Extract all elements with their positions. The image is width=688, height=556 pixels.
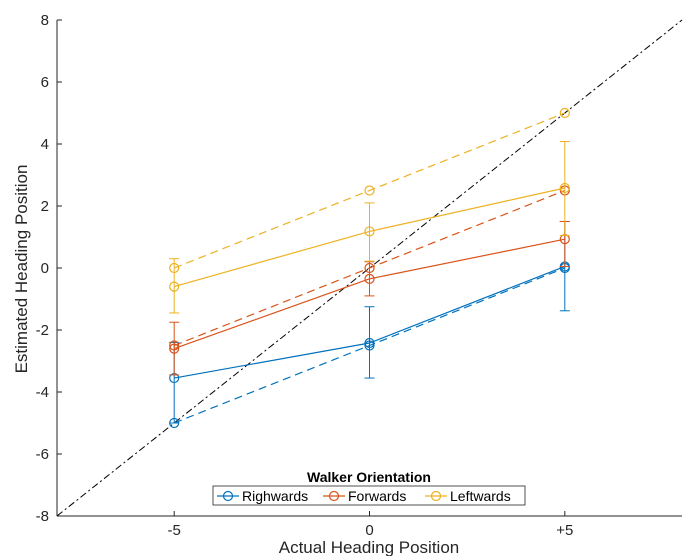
legend: Walker Orientation Righwards Forwards Left…: [212, 469, 526, 506]
legend-label-forwards: Forwards: [348, 488, 406, 504]
legend-items: Righwards Forwards Leftwards: [217, 488, 511, 504]
identity-reference-line: [56, 19, 683, 517]
legend-title: Walker Orientation: [307, 469, 431, 485]
x-tick-label: 0: [365, 522, 373, 539]
estimated-marker-leftwards: [364, 226, 375, 237]
legend-marker-righwards: [222, 490, 234, 502]
x-tick-label: -5: [168, 522, 181, 539]
x-axis-label: Actual Heading Position: [279, 538, 460, 556]
y-tick-label: -6: [36, 446, 49, 463]
x-tick-label: +5: [556, 522, 573, 539]
expected-marker-leftwards: [364, 185, 375, 196]
legend-label-leftwards: Leftwards: [450, 488, 511, 504]
y-axis-label: Estimated Heading Position: [12, 165, 31, 374]
y-tick-label: -2: [36, 322, 49, 339]
estimated-marker-forwards: [364, 273, 375, 284]
y-tick-label: 8: [41, 12, 49, 29]
legend-box: [212, 485, 526, 506]
estimated-marker-righwards: [364, 337, 375, 349]
legend-marker-leftwards: [430, 490, 442, 502]
estimated-marker-leftwards: [169, 281, 180, 292]
y-tick-label: 4: [41, 136, 49, 153]
y-tick-label: 6: [41, 74, 49, 91]
expected-marker-leftwards: [559, 107, 570, 119]
y-tick-label: -4: [36, 384, 49, 401]
series-forwards: [169, 185, 570, 376]
plot-area: [169, 107, 570, 429]
estimated-marker-forwards: [169, 343, 180, 354]
axes: -8 -6 -4 -2 0 2 4 6 8 -5 0 +5: [36, 12, 682, 539]
series-leftwards: [169, 107, 570, 314]
expected-line-leftwards: [173, 112, 566, 269]
legend-label-righwards: Righwards: [242, 488, 308, 504]
y-tick-label: 2: [41, 198, 49, 215]
reference-line: [56, 19, 683, 517]
estimated-marker-leftwards: [559, 182, 570, 194]
y-tick-label: 0: [41, 260, 49, 277]
y-tick-label: -8: [36, 508, 49, 525]
legend-marker-forwards: [328, 490, 340, 502]
